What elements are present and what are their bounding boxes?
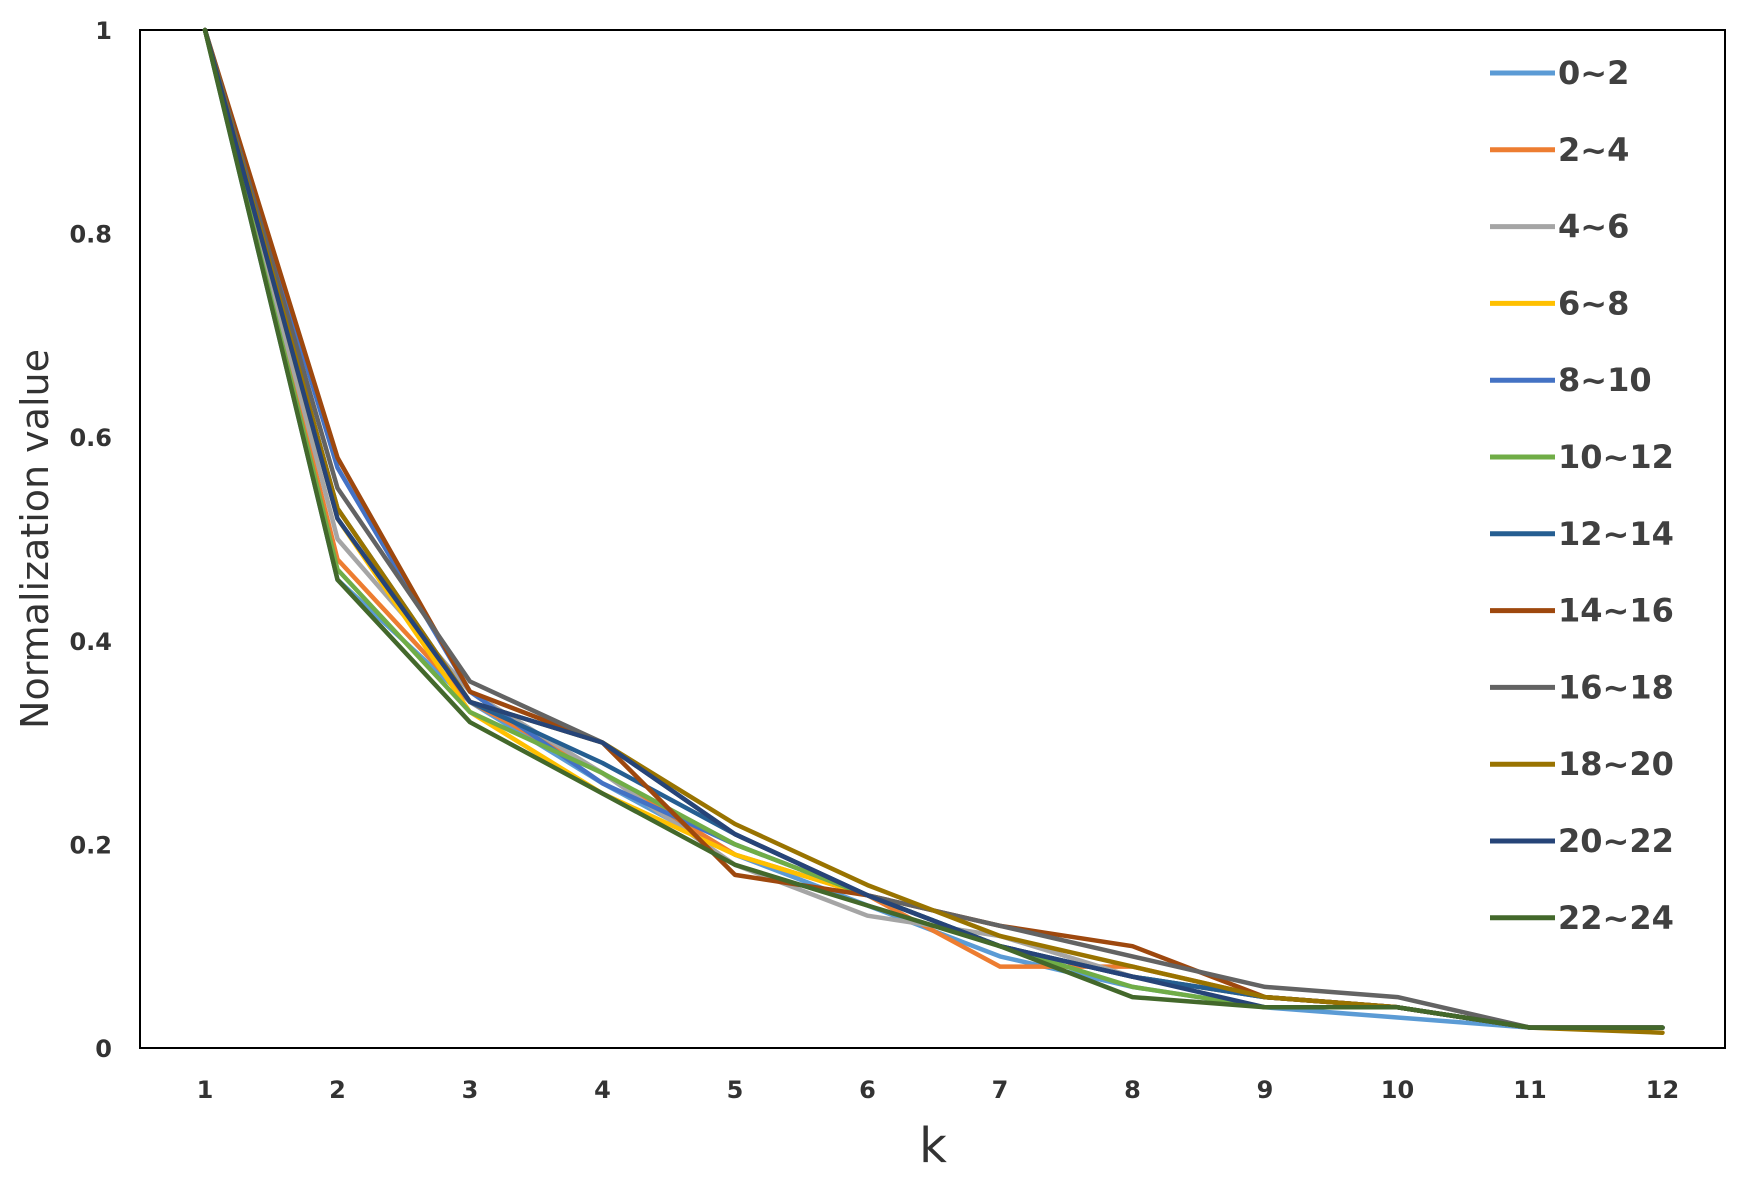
x-tick-label: 3 [462, 1076, 479, 1104]
legend-label: 8~10 [1558, 361, 1652, 399]
legend-label: 12~14 [1558, 515, 1674, 553]
x-tick-label: 9 [1257, 1076, 1274, 1104]
x-tick-label: 7 [992, 1076, 1009, 1104]
legend-label: 2~4 [1558, 131, 1629, 169]
y-tick-label: 0.6 [69, 424, 112, 452]
x-tick-label: 1 [197, 1076, 214, 1104]
x-axis-label: k [919, 1118, 947, 1174]
x-tick-label: 2 [329, 1076, 346, 1104]
y-tick-label: 0.2 [69, 831, 112, 859]
series-lines [202, 27, 1665, 1035]
legend: 0~2 2~4 4~6 6~8 8~10 10~12 12~14 14~16 16~18 18~2… [1490, 54, 1674, 937]
y-tick-label: 0 [95, 1035, 112, 1063]
y-tick-label: 1 [95, 17, 112, 45]
x-tick-label: 4 [594, 1076, 611, 1104]
legend-label: 18~20 [1558, 745, 1674, 783]
legend-label: 10~12 [1558, 438, 1674, 476]
x-tick-label: 5 [727, 1076, 744, 1104]
legend-label: 0~2 [1558, 54, 1629, 92]
x-tick-label: 8 [1124, 1076, 1141, 1104]
y-tick-label: 0.8 [69, 221, 112, 249]
x-tick-label: 11 [1513, 1076, 1546, 1104]
legend-label: 20~22 [1558, 822, 1674, 860]
legend-label: 22~24 [1558, 899, 1674, 937]
plot-area-frame [139, 29, 1726, 1049]
legend-label: 14~16 [1558, 592, 1674, 630]
x-tick-label: 10 [1381, 1076, 1414, 1104]
legend-label: 6~8 [1558, 284, 1629, 322]
y-axis-ticks: 0 0.2 0.4 0.6 0.8 1 [69, 17, 112, 1063]
x-tick-label: 6 [859, 1076, 876, 1104]
y-tick-label: 0.4 [69, 628, 112, 656]
y-axis-label: Normalization value [13, 349, 57, 729]
series-line-22-24 [202, 27, 1665, 1030]
x-axis-ticks: 1 2 3 4 5 6 7 8 9 10 11 12 [197, 1076, 1680, 1104]
x-tick-label: 12 [1646, 1076, 1679, 1104]
legend-label: 4~6 [1558, 208, 1629, 246]
legend-label: 16~18 [1558, 668, 1674, 706]
